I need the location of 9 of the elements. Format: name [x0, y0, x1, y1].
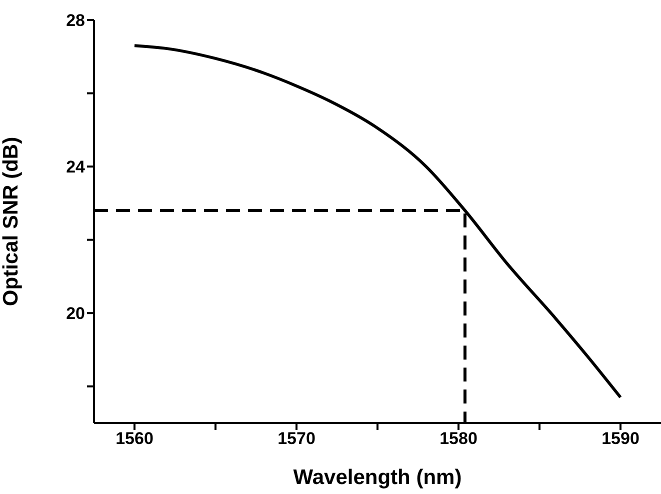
x-tick-label: 1570 [278, 429, 316, 448]
x-axis-title: Wavelength (nm) [293, 466, 462, 489]
x-tick-label: 1590 [602, 429, 640, 448]
y-tick-label: 28 [66, 11, 85, 30]
y-tick-label: 24 [66, 158, 86, 177]
x-tick-label: 1580 [440, 429, 478, 448]
y-axis-title: Optical SNR (dB) [0, 136, 22, 306]
y-tick-label: 20 [66, 304, 85, 324]
x-tick-label: 1560 [116, 429, 154, 448]
